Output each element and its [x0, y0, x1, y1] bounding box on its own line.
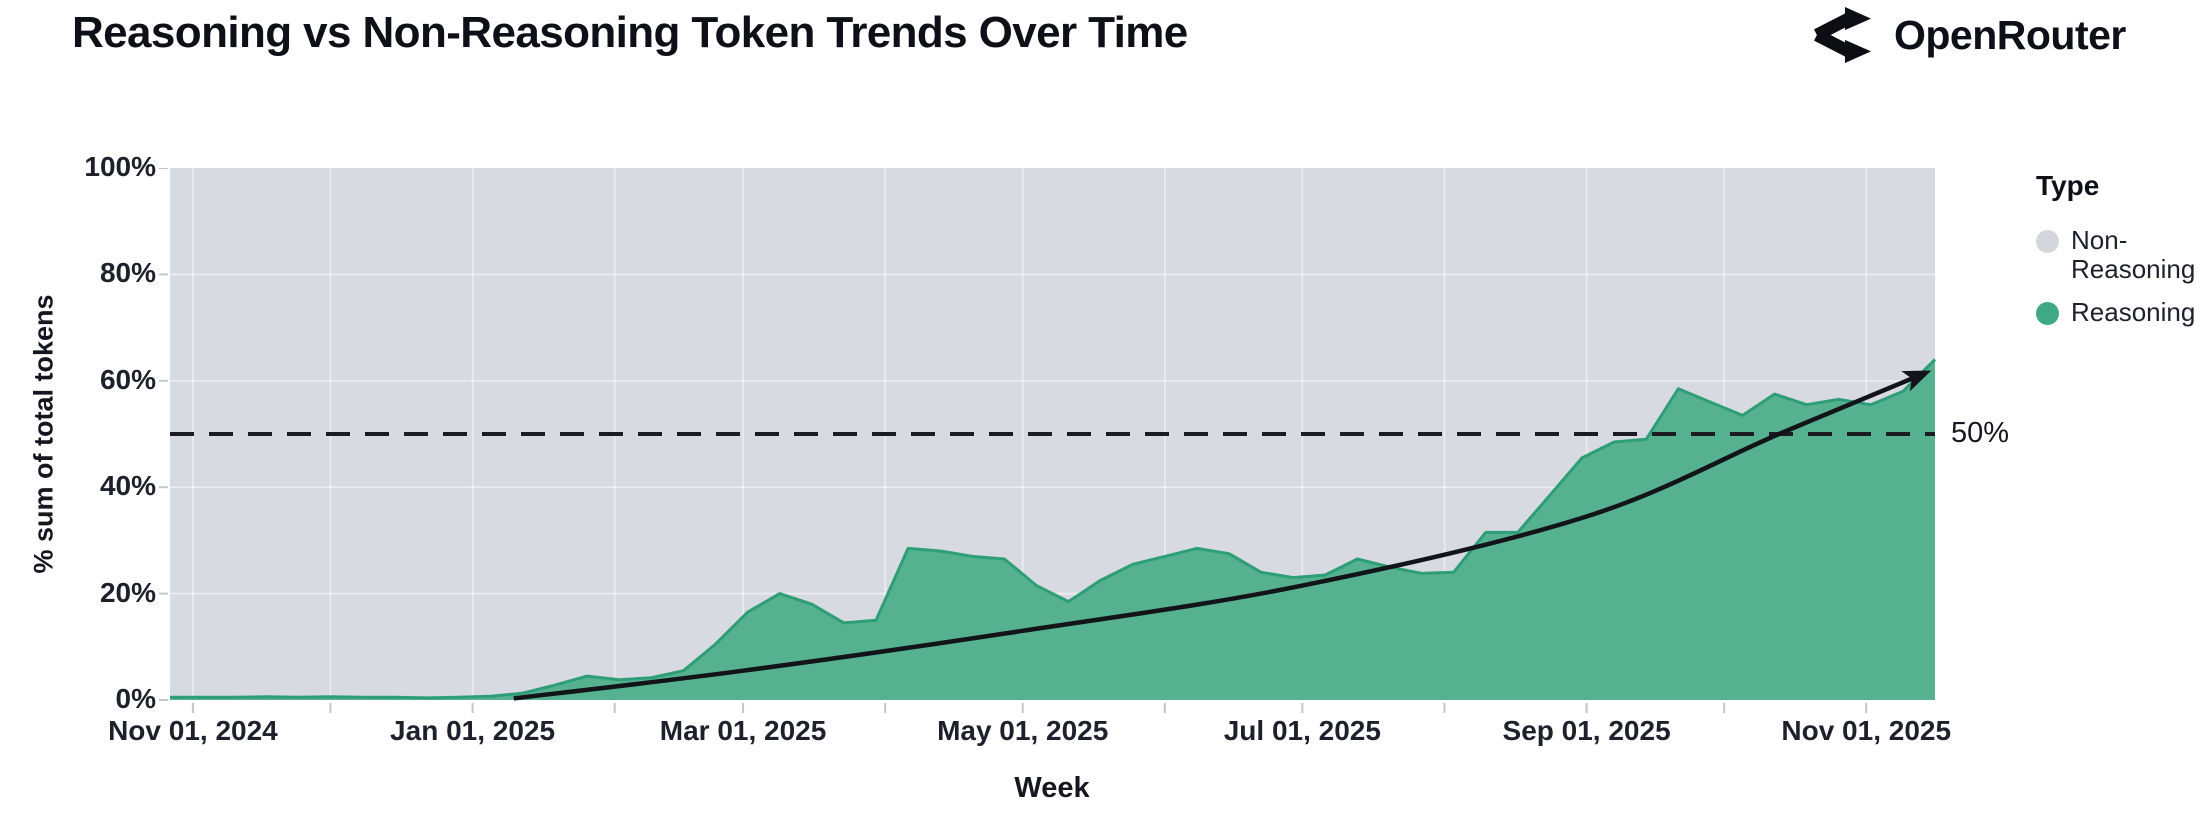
- plot-area: [156, 167, 1947, 716]
- openrouter-logo-icon: [1814, 6, 1872, 64]
- y-tick-label: 80%: [99, 257, 156, 289]
- x-tick-label: Nov 01, 2025: [1781, 715, 1952, 746]
- y-tick-label: 100%: [84, 151, 156, 182]
- x-tick-label: Mar 01, 2025: [659, 715, 827, 746]
- brand-name: OpenRouter: [1894, 11, 2126, 58]
- x-tick-label: Jan 01, 2025: [390, 715, 556, 746]
- trend-arrow: [513, 370, 1932, 701]
- legend: Type Non-Reasoning Reasoning: [2036, 170, 2196, 341]
- legend-item-reasoning[interactable]: Reasoning: [2036, 298, 2196, 327]
- reasoning-swatch: [2036, 302, 2059, 325]
- brand: OpenRouter: [1812, 6, 2126, 64]
- y-tick-label: 20%: [99, 576, 156, 608]
- non-reasoning-swatch: [2036, 230, 2059, 253]
- y-tick-label: 0%: [115, 683, 156, 714]
- legend-item-label: Reasoning: [2071, 297, 2196, 327]
- fifty-percent-label: 50%: [1951, 417, 2010, 449]
- y-tick-label: 60%: [99, 363, 156, 395]
- x-tick-label: Nov 01, 2024: [108, 715, 278, 746]
- y-axis-title: % sum of total tokens: [28, 294, 59, 574]
- reasoning-area-outline: [170, 358, 1937, 700]
- x-axis-title: Week: [1014, 772, 1090, 804]
- x-tick-label: May 01, 2025: [937, 715, 1109, 746]
- page-title: Reasoning vs Non-Reasoning Token Trends …: [72, 8, 1188, 57]
- legend-item-non-reasoning[interactable]: Non-Reasoning: [2036, 226, 2196, 284]
- legend-item-label: Non-Reasoning: [2071, 225, 2196, 284]
- plot-svg: [159, 167, 1937, 713]
- reasoning-area: [170, 359, 1935, 700]
- x-tick-label: Jul 01, 2025: [1223, 715, 1381, 746]
- x-tick-label: Sep 01, 2025: [1502, 715, 1671, 746]
- y-tick-label: 40%: [99, 470, 156, 502]
- legend-title: Type: [2036, 170, 2100, 201]
